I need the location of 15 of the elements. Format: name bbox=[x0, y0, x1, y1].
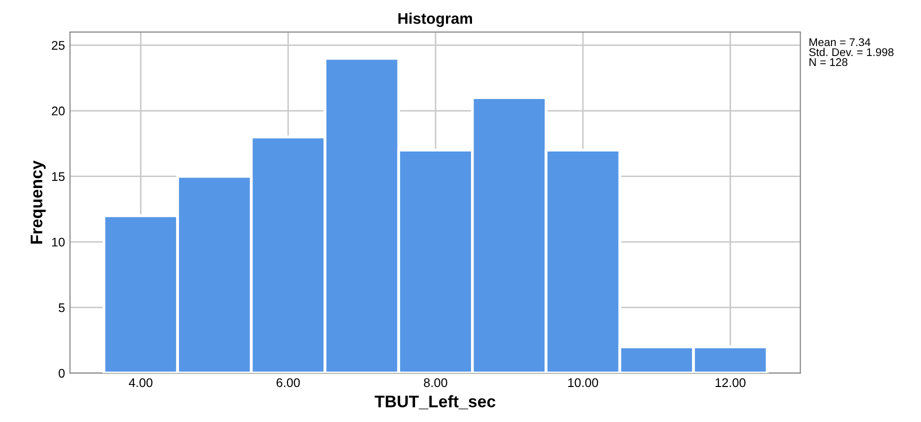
x-tick-label: 6.00 bbox=[276, 378, 300, 388]
y-tick-label: 20 bbox=[52, 106, 65, 116]
x-axis-title: TBUT_Left_sec bbox=[374, 395, 496, 410]
x-tick-label: 10.00 bbox=[568, 378, 598, 388]
y-tick-label: 5 bbox=[58, 303, 65, 312]
chart-title: Histogram bbox=[398, 12, 472, 27]
y-tick-label: 25 bbox=[52, 40, 65, 50]
y-tick-label: 15 bbox=[52, 172, 65, 181]
y-tick-label: 0 bbox=[58, 368, 65, 378]
y-axis-title: Frequency bbox=[30, 160, 46, 244]
x-tick-label: 12.00 bbox=[716, 378, 746, 388]
text: Mean = 7.34 Std. Dev. = 1.998 N = 128 bbox=[809, 38, 894, 66]
y-tick-label: 10 bbox=[52, 238, 65, 247]
x-tick-label: 4.00 bbox=[128, 378, 152, 388]
x-tick-label: 8.00 bbox=[424, 378, 448, 388]
